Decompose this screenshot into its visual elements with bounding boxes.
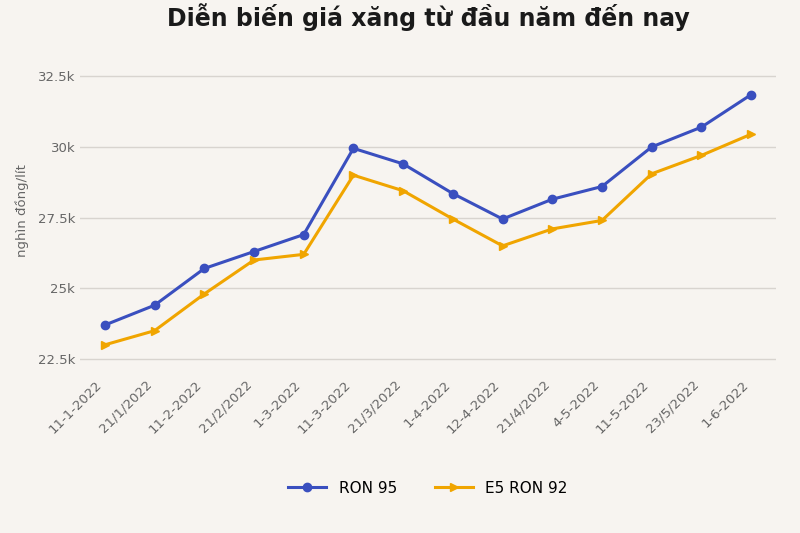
RON 95 [349, 145, 358, 151]
E5 RON 92 [547, 225, 557, 232]
E5 RON 92 [498, 243, 507, 249]
RON 95 [448, 190, 458, 197]
RON 95 [199, 265, 209, 272]
Line: E5 RON 92: E5 RON 92 [101, 130, 755, 349]
E5 RON 92 [150, 327, 159, 334]
E5 RON 92 [398, 188, 408, 194]
RON 95 [100, 322, 110, 328]
E5 RON 92 [199, 290, 209, 297]
RON 95 [547, 196, 557, 203]
E5 RON 92 [349, 172, 358, 179]
E5 RON 92 [448, 216, 458, 222]
RON 95 [299, 231, 309, 238]
Title: Diễn biến giá xăng từ đầu năm đến nay: Diễn biến giá xăng từ đầu năm đến nay [166, 3, 690, 31]
RON 95 [697, 124, 706, 131]
RON 95 [398, 160, 408, 167]
E5 RON 92 [299, 251, 309, 257]
Legend: RON 95, E5 RON 92: RON 95, E5 RON 92 [282, 475, 574, 502]
RON 95 [249, 248, 258, 255]
E5 RON 92 [100, 342, 110, 348]
Y-axis label: nghìn đồng/lít: nghìn đồng/lít [15, 164, 30, 257]
RON 95 [498, 216, 507, 222]
RON 95 [746, 92, 756, 98]
E5 RON 92 [597, 217, 607, 224]
E5 RON 92 [647, 171, 657, 177]
RON 95 [150, 302, 159, 309]
Line: RON 95: RON 95 [101, 91, 755, 329]
RON 95 [647, 144, 657, 150]
E5 RON 92 [697, 152, 706, 159]
RON 95 [597, 183, 607, 190]
E5 RON 92 [249, 257, 258, 263]
E5 RON 92 [746, 131, 756, 138]
